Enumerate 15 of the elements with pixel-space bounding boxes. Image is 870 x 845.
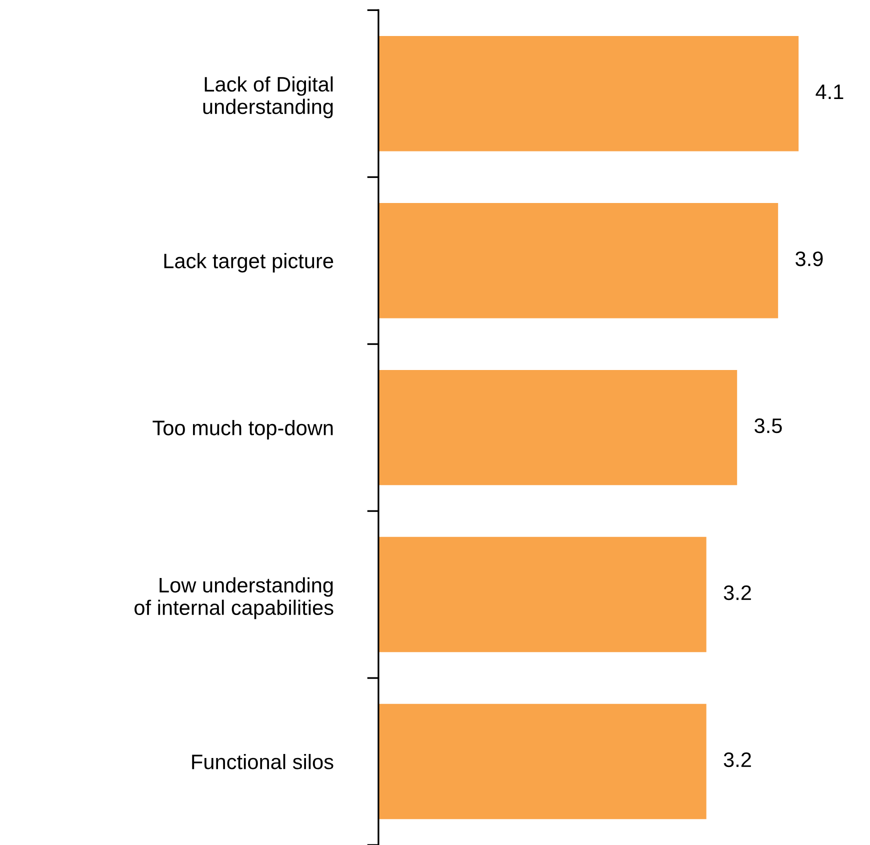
data-label: 3.5 [754,418,782,434]
data-label: 3.2 [724,752,751,768]
bar [378,704,706,820]
data-label: 3.2 [724,585,751,600]
data-label: 3.9 [796,251,823,266]
y-tick-label: Lack target picture [164,253,334,272]
bar [378,370,738,486]
data-label: 4.1 [816,84,844,100]
bar [378,536,706,652]
y-tick-label: Lack of Digital understanding [203,76,333,118]
y-tick-label: Too much top-down [152,420,333,440]
bar [378,36,799,152]
bar [378,202,778,318]
y-tick-label: Functional silos [192,754,334,770]
y-tick-label: Low understanding of internal capabilities [134,577,334,620]
